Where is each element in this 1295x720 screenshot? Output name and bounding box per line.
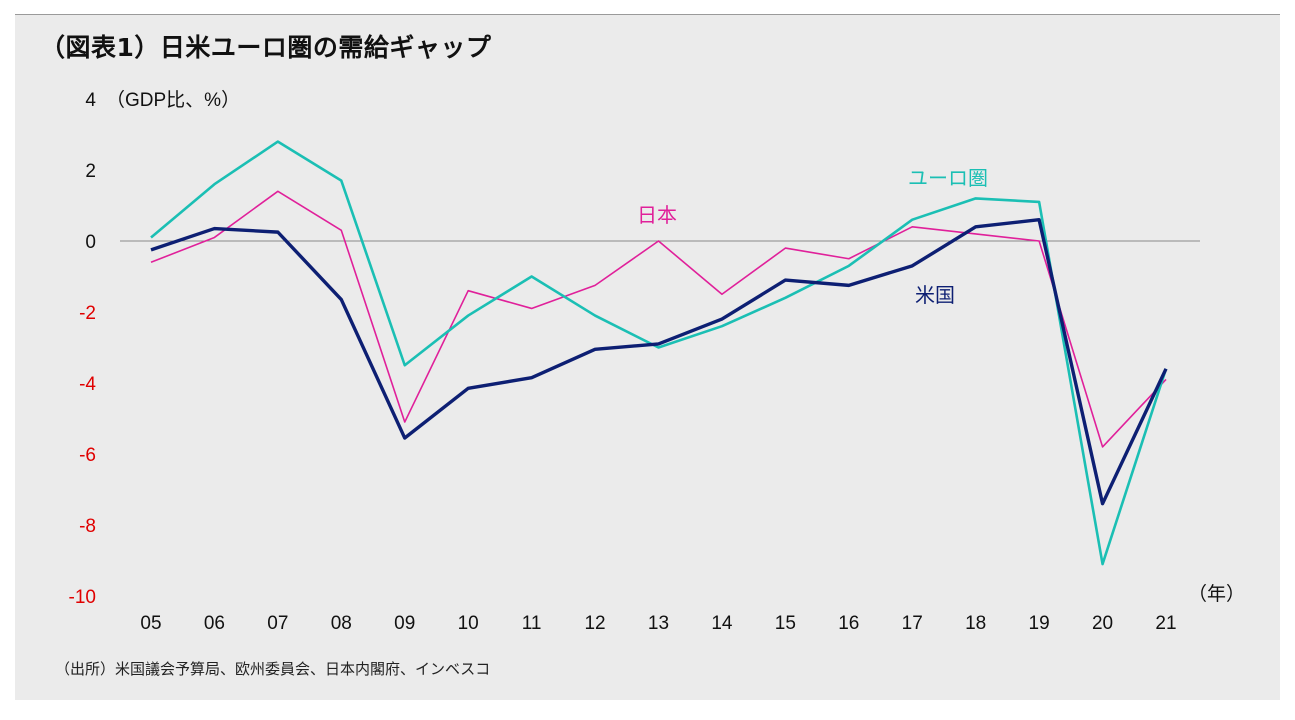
series-line-us <box>150 217 1168 506</box>
series-line-japan <box>150 190 1167 448</box>
series-label: ユーロ圏 <box>908 166 988 190</box>
y-tick-label: -8 <box>79 516 96 537</box>
source-note: （出所）米国議会予算局、欧州委員会、日本内閣府、インベスコ <box>55 660 491 678</box>
y-tick-label: 4 <box>85 90 96 111</box>
x-tick-label: 06 <box>204 613 225 634</box>
x-tick-label: 11 <box>522 613 542 634</box>
x-tick-label: 05 <box>140 613 161 634</box>
y-tick-label: 2 <box>85 161 96 182</box>
x-tick-label: 09 <box>394 613 415 634</box>
y-tick-label: -10 <box>69 587 96 608</box>
series-label: 米国 <box>915 283 955 307</box>
x-tick-label: 10 <box>458 613 479 634</box>
x-tick-label: 15 <box>775 613 796 634</box>
top-rule <box>15 14 1280 15</box>
x-tick-label: 07 <box>267 613 288 634</box>
x-tick-label: 17 <box>902 613 923 634</box>
y-tick-label: -6 <box>79 445 96 466</box>
y-tick-label: 0 <box>85 232 96 253</box>
x-tick-label: 14 <box>711 613 733 634</box>
series-label: 日本 <box>637 203 677 227</box>
y-tick-label: -2 <box>79 303 96 324</box>
y-tick-label: -4 <box>79 374 96 395</box>
x-tick-label: 20 <box>1092 613 1113 634</box>
x-tick-label: 16 <box>838 613 859 634</box>
chart-title: （図表1）日米ユーロ圏の需給ギャップ <box>40 33 492 62</box>
x-tick-label: 19 <box>1029 613 1050 634</box>
x-tick-label: 12 <box>584 613 605 634</box>
x-tick-label: 18 <box>965 613 986 634</box>
x-tick-label: 08 <box>331 613 352 634</box>
y-axis-label: （GDP比、%） <box>106 89 240 111</box>
x-tick-label: 13 <box>648 613 669 634</box>
x-tick-label: 21 <box>1155 613 1176 634</box>
x-axis-label: （年） <box>1188 583 1245 605</box>
